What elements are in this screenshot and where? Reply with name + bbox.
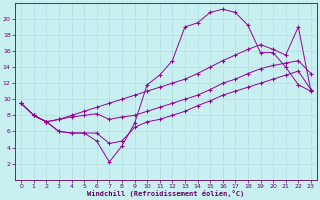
X-axis label: Windchill (Refroidissement éolien,°C): Windchill (Refroidissement éolien,°C) <box>87 190 245 197</box>
